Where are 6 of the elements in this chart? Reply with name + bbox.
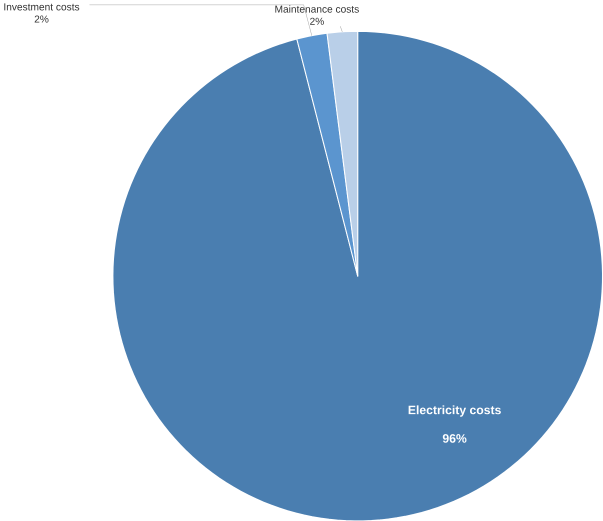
slice-label: Investment costs xyxy=(4,3,80,10)
data-label: 2% xyxy=(34,15,49,22)
data-label: 2% xyxy=(310,17,324,25)
slice-label: Electricity costs xyxy=(408,405,501,416)
data-label: 96% xyxy=(442,434,466,443)
slice-label: Maintenance costs xyxy=(275,5,359,12)
